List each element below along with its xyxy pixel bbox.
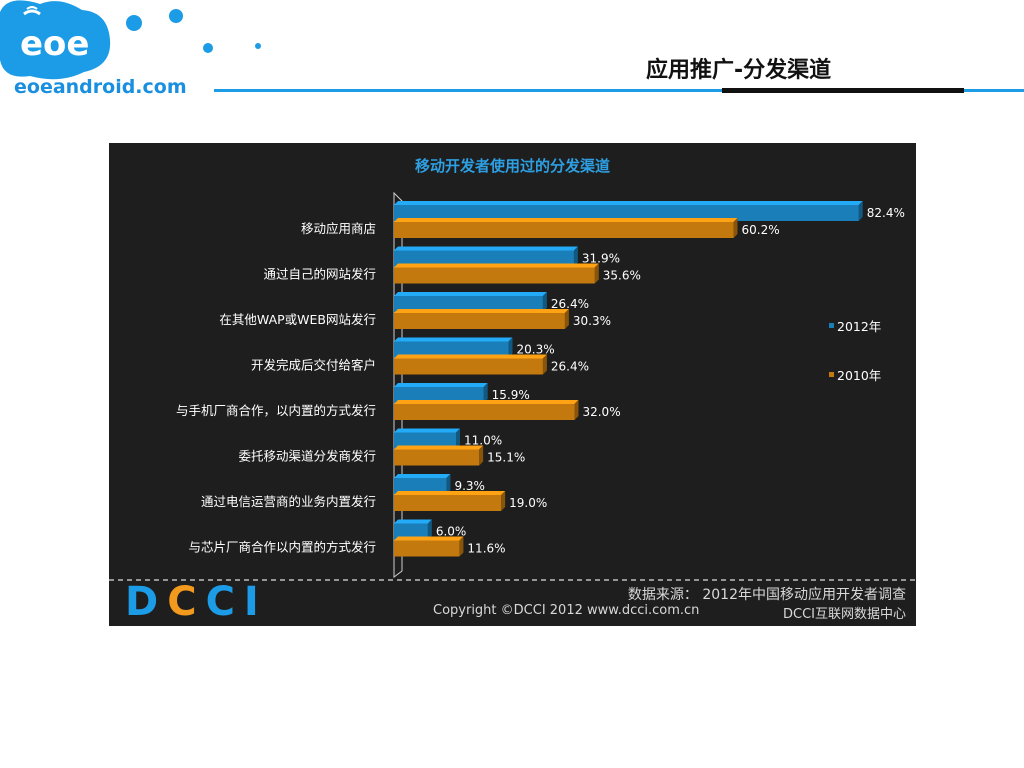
data-label: 30.3%: [573, 314, 611, 328]
logo-text: eoeandroid.com: [14, 76, 187, 98]
bar-side: [574, 400, 579, 420]
category-label: 移动应用商店: [301, 221, 376, 236]
bar-top: [394, 428, 461, 433]
bar-side: [483, 383, 488, 403]
bar-top: [394, 263, 599, 268]
bar-top: [394, 354, 547, 359]
bar-top: [394, 536, 464, 541]
bar-side: [427, 519, 432, 540]
legend-label: 2010年: [837, 368, 881, 383]
bar-2010: [394, 313, 565, 329]
axis-wall: [393, 191, 403, 578]
bar-top: [394, 400, 579, 404]
data-label: 6.0%: [436, 525, 467, 539]
bar-top: [394, 383, 488, 387]
bar-2010: [394, 267, 595, 284]
bar-top: [394, 218, 738, 222]
category-label: 与手机厂商合作，以内置的方式发行: [176, 403, 376, 418]
chart-title: 移动开发者使用过的分发渠道: [414, 157, 610, 175]
bar-2012: [394, 432, 457, 449]
bar-top: [394, 474, 451, 478]
page-title: 应用推广-分发渠道: [646, 58, 832, 83]
logo-badge: eoe: [20, 24, 89, 64]
bar-2012: [394, 205, 859, 221]
category-label: 通过电信运营商的业务内置发行: [201, 494, 376, 509]
bar-2012: [394, 387, 484, 403]
bar-2012: [394, 478, 447, 494]
bar-top: [394, 309, 569, 313]
bar-2012: [394, 523, 428, 540]
data-label: 15.9%: [492, 388, 530, 402]
data-label: 11.0%: [464, 434, 502, 448]
bar-top: [394, 292, 547, 296]
bar-top: [394, 246, 578, 251]
legend-swatch-2012: [829, 323, 834, 328]
bar-side: [459, 536, 464, 557]
bar-2012: [394, 296, 543, 312]
bar-2012: [394, 341, 509, 358]
bar-top: [394, 445, 484, 450]
legend-label: 2012年: [837, 319, 881, 334]
category-label: 开发完成后交付给客户: [251, 358, 376, 373]
dcci-logo: DCCI: [125, 579, 268, 625]
category-label: 通过自己的网站发行: [263, 267, 376, 282]
category-label: 在其他WAP或WEB网站发行: [219, 312, 376, 327]
bar-top: [394, 201, 863, 205]
bar-side: [542, 292, 547, 312]
data-source: 数据来源： 2012年中国移动应用开发者调查: [627, 587, 906, 603]
data-label: 19.0%: [509, 496, 547, 510]
bar-chart: 移动应用商店 82.4% 60.2% 通过自己的网站发行 31.9% 35.6% 在其他WA…: [109, 191, 916, 625]
data-label: 26.4%: [551, 297, 589, 311]
organization: DCCI互联网数据中心: [783, 607, 906, 622]
header-rule-left: [214, 89, 722, 92]
data-label: 20.3%: [516, 343, 554, 357]
bar-top: [394, 519, 432, 524]
bar-side: [542, 354, 547, 375]
data-label: 31.9%: [582, 252, 620, 266]
legend-swatch-2010: [829, 372, 834, 377]
data-label: 60.2%: [742, 223, 780, 237]
bar-side: [858, 201, 863, 221]
bar-side: [573, 246, 578, 267]
data-label: 11.6%: [467, 542, 505, 556]
chart-panel: 移动开发者使用过的分发渠道 移动应用商店 82.4% 60.2% 通过自己的网站发行 3…: [109, 143, 916, 626]
header-rule-accent: [722, 88, 964, 93]
data-label: 35.6%: [603, 269, 641, 283]
data-label: 26.4%: [551, 360, 589, 374]
bar-2010: [394, 495, 502, 511]
bar-side: [501, 491, 506, 511]
bar-2010: [394, 358, 543, 375]
bar-2012: [394, 250, 574, 267]
data-label: 15.1%: [487, 451, 525, 465]
bar-top: [394, 337, 513, 342]
bar-2010: [394, 449, 480, 466]
bar-2010: [394, 540, 460, 557]
bar-side: [733, 218, 738, 238]
data-label: 82.4%: [867, 206, 905, 220]
bar-side: [456, 428, 461, 449]
eoe-logo: eoe: [0, 0, 261, 80]
header-rule-right: [964, 89, 1024, 92]
bar-side: [446, 474, 451, 494]
bar-2010: [394, 404, 575, 420]
copyright: Copyright ©DCCI 2012 www.dcci.com.cn: [433, 603, 700, 618]
bar-side: [479, 445, 484, 466]
bar-top: [394, 491, 506, 495]
bar-2010: [394, 222, 734, 238]
category-label: 与芯片厂商合作以内置的方式发行: [188, 540, 376, 555]
data-label: 9.3%: [454, 479, 485, 493]
bar-side: [594, 263, 599, 284]
category-label: 委托移动渠道分发商发行: [238, 449, 376, 464]
bar-side: [508, 337, 513, 358]
bar-side: [564, 309, 569, 329]
data-label: 32.0%: [582, 405, 620, 419]
